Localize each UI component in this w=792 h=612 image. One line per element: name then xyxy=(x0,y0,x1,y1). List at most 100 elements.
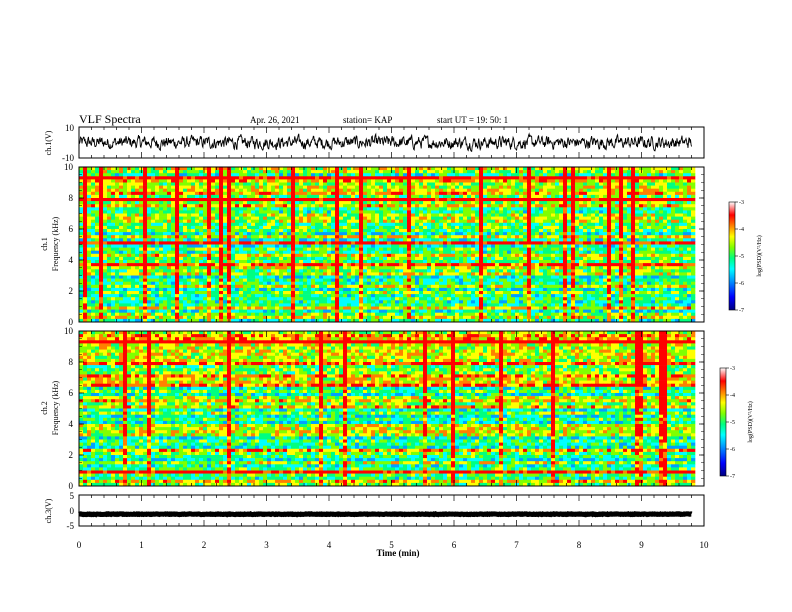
spectrogram-cell xyxy=(627,204,632,208)
spectrogram-cell xyxy=(491,167,496,171)
spectrogram-cell xyxy=(207,263,212,267)
spectrogram-cell xyxy=(527,198,532,202)
spectrogram-cell xyxy=(467,229,472,233)
spectrogram-cell xyxy=(671,241,676,245)
spectrogram-cell xyxy=(131,173,136,177)
spectrogram-cell xyxy=(259,191,264,196)
spectrogram-cell xyxy=(199,247,204,251)
spectrogram-cell xyxy=(343,235,348,239)
spectrogram-cell xyxy=(115,225,120,230)
spectrogram-cell xyxy=(283,188,288,193)
spectrogram-cell xyxy=(219,263,224,267)
spectrogram-cell xyxy=(339,179,344,183)
spectrogram-cell xyxy=(175,225,180,230)
spectrogram-cell xyxy=(327,191,332,196)
spectrogram-cell xyxy=(295,235,300,239)
spectrogram-cell xyxy=(595,256,600,261)
spectrogram-cell xyxy=(423,185,428,189)
spectrogram-cell xyxy=(235,241,240,245)
spectrogram-cell xyxy=(303,179,308,183)
spectrogram-cell xyxy=(611,185,616,189)
spectrogram-cell xyxy=(547,182,552,186)
spectrogram-cell xyxy=(351,253,356,258)
spectrogram-cell xyxy=(655,238,660,242)
spectrogram-cell xyxy=(339,232,344,236)
spectrogram-cell xyxy=(307,213,312,217)
spectrogram-cell xyxy=(687,198,692,202)
spectrogram-cell xyxy=(687,256,692,261)
spectrogram-cell xyxy=(463,167,468,171)
spectrogram-cell xyxy=(651,260,656,264)
spectrogram-cell xyxy=(535,256,540,261)
spectrogram-cell xyxy=(455,185,460,189)
spectrogram-cell xyxy=(231,260,236,264)
spectrogram-cell xyxy=(615,204,620,208)
spectrogram-cell xyxy=(219,241,224,245)
spectrogram-cell xyxy=(175,170,180,174)
spectrogram-cell xyxy=(247,241,252,245)
header-date: Apr. 26, 2021 xyxy=(250,115,300,125)
ch1-waveform-ylabel: ch.1(V) xyxy=(44,130,53,155)
spectrogram-cell xyxy=(483,182,488,186)
spectrogram-cell xyxy=(227,204,232,208)
spectrogram-cell xyxy=(511,260,516,264)
spectrogram-cell xyxy=(259,170,264,174)
spectrogram-cell xyxy=(571,241,576,245)
spectrogram-cell xyxy=(243,219,248,224)
spectrogram-cell xyxy=(599,250,604,255)
spectrogram-cell xyxy=(539,247,544,251)
spectrogram-cell xyxy=(191,201,196,205)
spectrogram-cell xyxy=(651,194,656,199)
spectrogram-cell xyxy=(211,241,216,245)
spectrogram-cell xyxy=(171,170,176,174)
spectrogram-cell xyxy=(119,219,124,224)
spectrogram-cell xyxy=(443,167,448,171)
spectrogram-cell xyxy=(199,207,204,211)
spectrogram-cell xyxy=(151,244,156,248)
spectrogram-cell xyxy=(255,167,260,171)
spectrogram-cell xyxy=(587,244,592,248)
spectrogram-cell xyxy=(251,191,256,196)
spectrogram-cell xyxy=(343,198,348,202)
spectrogram-cell xyxy=(195,225,200,230)
spectrogram-cell xyxy=(143,253,148,258)
spectrogram-cell xyxy=(271,260,276,264)
spectrogram-cell xyxy=(567,219,572,224)
spectrogram-cell xyxy=(303,235,308,239)
spectrogram-cell xyxy=(387,232,392,236)
spectrogram-cell xyxy=(155,225,160,230)
spectrogram-cell xyxy=(123,213,128,217)
spectrogram-cell xyxy=(539,213,544,217)
spectrogram-cell xyxy=(351,244,356,248)
spectrogram-cell xyxy=(215,201,220,205)
spectrogram-cell xyxy=(331,176,336,180)
spectrogram-cell xyxy=(623,229,628,233)
spectrogram-cell xyxy=(359,204,364,208)
spectrogram-cell xyxy=(499,179,504,183)
spectrogram-cell xyxy=(407,176,412,180)
spectrogram-cell xyxy=(411,260,416,264)
spectrogram-cell xyxy=(483,167,488,171)
spectrogram-cell xyxy=(603,256,608,261)
spectrogram-cell xyxy=(191,213,196,217)
spectrogram-cell xyxy=(659,219,664,224)
spectrogram-cell xyxy=(667,216,672,220)
spectrogram-cell xyxy=(375,207,380,211)
spectrogram-cell xyxy=(583,229,588,233)
spectrogram-cell xyxy=(215,173,220,177)
spectrogram-cell xyxy=(191,194,196,199)
spectrogram-cell xyxy=(563,216,568,220)
spectrogram-cell xyxy=(267,235,272,239)
spectrogram-cell xyxy=(103,253,108,258)
spectrogram-cell xyxy=(491,213,496,217)
spectrogram-cell xyxy=(191,167,196,171)
spectrogram-cell xyxy=(399,198,404,202)
spectrogram-cell xyxy=(79,194,84,199)
spectrogram-cell xyxy=(335,213,340,217)
spectrogram-cell xyxy=(251,201,256,205)
spectrogram-cell xyxy=(615,194,620,199)
spectrogram-cell xyxy=(139,229,144,233)
spectrogram-cell xyxy=(403,204,408,208)
spectrogram-cell xyxy=(435,250,440,255)
spectrogram-cell xyxy=(639,213,644,217)
